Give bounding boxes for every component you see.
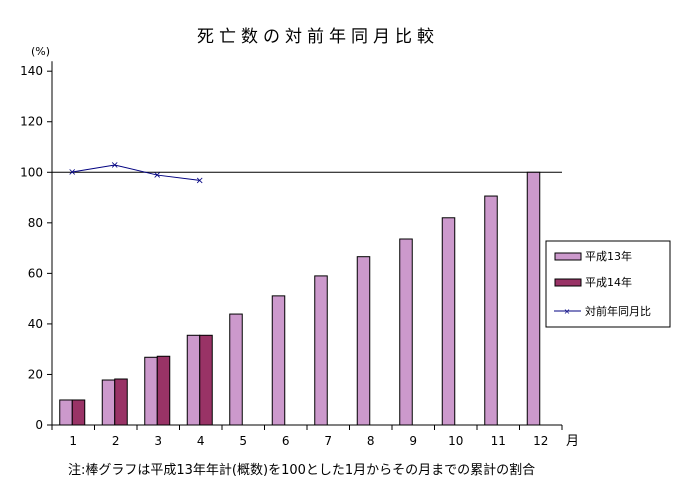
x-tick-label: 1 [69, 434, 77, 448]
ratio-point-month-4: × [196, 175, 204, 186]
bar-h13-month-10 [441, 217, 456, 426]
x-axis-unit: 月 [566, 434, 579, 449]
legend: 平成13年 平成14年 × 対前年同月比 [545, 240, 671, 328]
legend-marker-x-icon: × [564, 307, 571, 316]
y-tick-label: 140 [20, 64, 43, 78]
y-axis-unit: (%) [31, 45, 50, 58]
x-tick-label: 4 [197, 434, 205, 448]
ratio-point-month-1: × [68, 167, 76, 178]
bar-h14-month-4 [199, 334, 213, 426]
footnote: 注:棒グラフは平成13年年計(概数)を100とした1月からその月までの累計の割合 [68, 462, 535, 478]
bar-h13-month-2 [101, 379, 116, 426]
bar-h14-month-2 [114, 378, 128, 426]
bar-h13-month-3 [144, 356, 158, 426]
legend-label-h14: 平成14年 [585, 275, 632, 289]
bar-h13-month-12 [526, 171, 541, 426]
legend-label-ratio: 対前年同月比 [585, 304, 651, 318]
bar-h14-month-3 [156, 355, 171, 426]
y-tick-label: 80 [28, 216, 43, 230]
bar-h13-month-4 [186, 334, 201, 426]
chart-title: 死亡数の対前年同月比較 [197, 27, 439, 47]
x-tick-label: 12 [533, 434, 548, 448]
x-tick-label: 11 [491, 434, 506, 448]
y-tick-label: 120 [20, 115, 43, 129]
ratio-point-month-2: × [111, 160, 119, 171]
bar-h13-month-8 [356, 256, 371, 426]
legend-label-h13: 平成13年 [585, 249, 632, 263]
bar-h13-month-1 [59, 399, 73, 426]
y-tick-label: 20 [28, 367, 43, 381]
x-tick-label: 6 [282, 434, 290, 448]
y-tick-label: 60 [28, 266, 43, 280]
bar-h13-month-6 [271, 295, 286, 426]
bar-h14-month-1 [71, 399, 86, 426]
ratio-point-month-3: × [153, 170, 161, 181]
y-tick-label: 100 [20, 165, 43, 179]
x-tick-label: 9 [409, 434, 417, 448]
bar-h13-month-9 [399, 238, 413, 426]
bar-h13-month-5 [229, 313, 243, 426]
x-tick-label: 8 [367, 434, 375, 448]
bar-h13-month-7 [314, 275, 328, 426]
legend-swatch-h13 [554, 252, 582, 261]
x-tick-label: 10 [448, 434, 463, 448]
bar-h13-month-11 [484, 195, 498, 426]
x-tick-label: 2 [112, 434, 120, 448]
x-tick-label: 7 [324, 434, 332, 448]
y-tick-label: 40 [28, 317, 43, 331]
x-tick-label: 5 [239, 434, 247, 448]
ratio-line [72, 164, 200, 181]
y-tick-label: 0 [35, 418, 43, 432]
x-tick-label: 3 [154, 434, 162, 448]
legend-swatch-h14 [554, 278, 582, 287]
